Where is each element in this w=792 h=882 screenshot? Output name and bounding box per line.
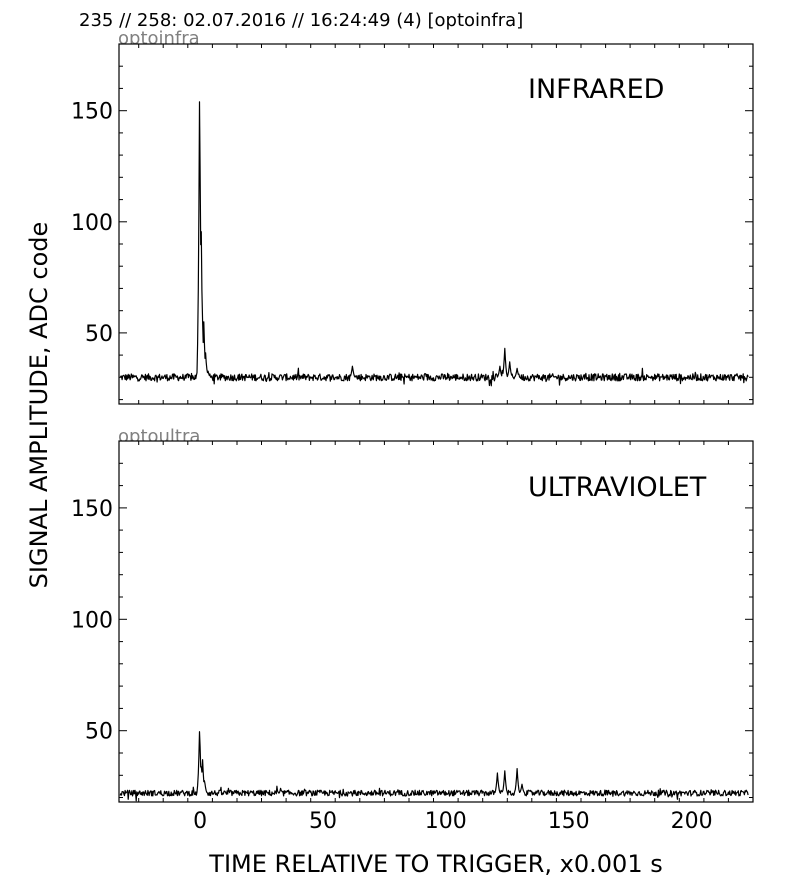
y-tick-label: 150 <box>71 100 113 125</box>
x-tick-label: 0 <box>193 809 207 834</box>
plot-area-ultraviolet <box>119 441 753 802</box>
x-ticks-infrared <box>138 44 729 404</box>
figure-title: 235 // 258: 02.07.2016 // 16:24:49 (4) [… <box>79 10 523 31</box>
series-line-infrared <box>120 101 749 387</box>
plot-frame-infrared <box>118 43 754 405</box>
plot-frame-ultraviolet <box>118 440 754 803</box>
y-tick-label: 150 <box>71 497 113 522</box>
y-axis-label: SIGNAL AMPLITUDE, ADC code <box>25 222 53 589</box>
y-tick-label: 100 <box>71 211 113 236</box>
x-tick-label: 100 <box>425 809 467 834</box>
y-tick-label: 50 <box>85 322 113 347</box>
y-tick-label: 50 <box>85 720 113 745</box>
panel-label-ultraviolet: ULTRAVIOLET <box>528 472 707 503</box>
y-ticks-infrared: 50 100 150 <box>71 43 753 401</box>
x-axis-label: TIME RELATIVE TO TRIGGER, x0.001 s <box>208 850 662 878</box>
panel-label-infrared: INFRARED <box>528 74 664 105</box>
x-ticks-ultraviolet: 0 50 100 150 200 <box>138 441 729 834</box>
x-tick-label: 200 <box>671 809 713 834</box>
y-tick-label: 100 <box>71 608 113 633</box>
x-tick-label: 150 <box>548 809 590 834</box>
y-ticks-ultraviolet: 50 100 150 <box>71 440 753 798</box>
x-tick-label: 50 <box>309 809 337 834</box>
series-line-ultraviolet <box>119 731 749 802</box>
plot-area-infrared <box>119 44 753 404</box>
